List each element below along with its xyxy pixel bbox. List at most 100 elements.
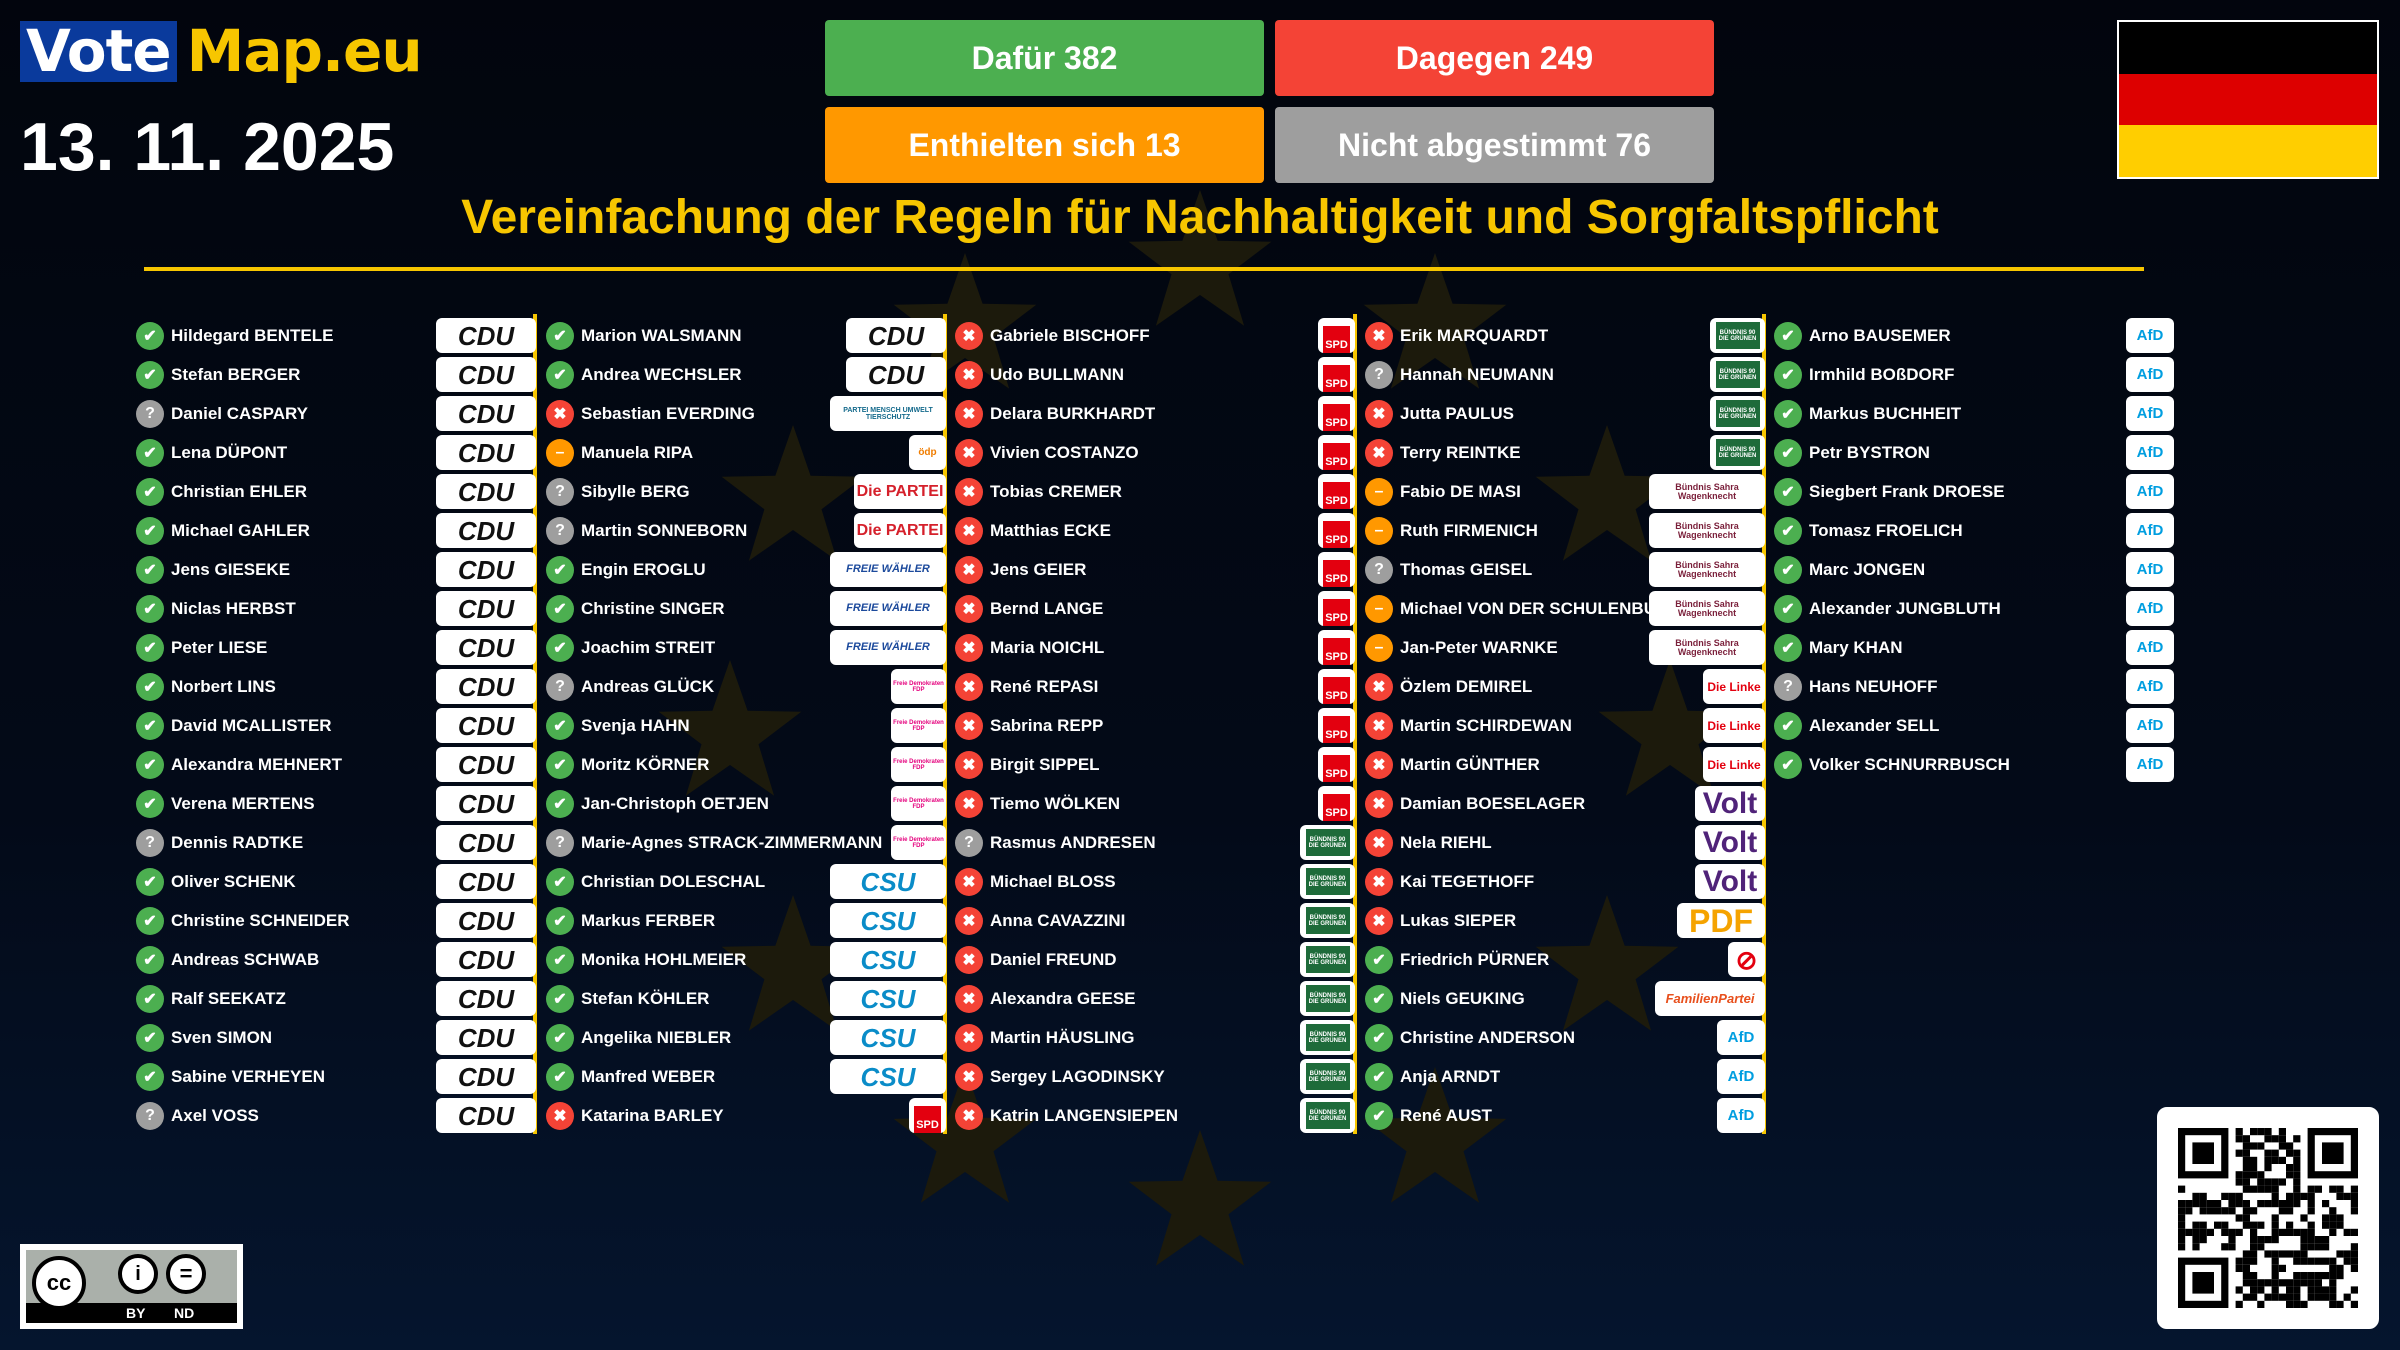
member-row[interactable]: ✔ Verena MERTENS CDU <box>136 784 536 823</box>
member-row[interactable]: ✖ Sebastian EVERDING PARTEI MENSCH UMWELT … <box>546 394 946 433</box>
member-row[interactable]: ? Hans NEUHOFF AfD <box>1774 667 2174 706</box>
member-row[interactable]: ✔ Alexander JUNGBLUTH AfD <box>1774 589 2174 628</box>
member-row[interactable]: – Ruth FIRMENICH Bündnis Sahra Wagenknecht <box>1365 511 1765 550</box>
member-row[interactable]: ✔ Stefan BERGER CDU <box>136 355 536 394</box>
member-row[interactable]: ✔ Marion WALSMANN CDU <box>546 316 946 355</box>
member-row[interactable]: ✖ Kai TEGETHOFF Volt <box>1365 862 1765 901</box>
member-row[interactable]: ✖ Jutta PAULUS BÜNDNIS 90 DIE GRÜNEN <box>1365 394 1765 433</box>
member-row[interactable]: ✖ Matthias ECKE SPD <box>955 511 1355 550</box>
member-row[interactable]: ✖ Delara BURKHARDT SPD <box>955 394 1355 433</box>
member-row[interactable]: ✔ Markus BUCHHEIT AfD <box>1774 394 2174 433</box>
member-row[interactable]: ✔ Angelika NIEBLER CSU <box>546 1018 946 1057</box>
member-row[interactable]: ? Marie-Agnes STRACK-ZIMMERMANN Freie Demo… <box>546 823 946 862</box>
member-row[interactable]: ✖ Martin HÄUSLING BÜNDNIS 90 DIE GRÜNEN <box>955 1018 1355 1057</box>
member-row[interactable]: ✖ Bernd LANGE SPD <box>955 589 1355 628</box>
member-row[interactable]: ✔ Michael GAHLER CDU <box>136 511 536 550</box>
member-row[interactable]: ✖ Lukas SIEPER PDF <box>1365 901 1765 940</box>
member-row[interactable]: ✔ Stefan KÖHLER CSU <box>546 979 946 1018</box>
member-row[interactable]: ✔ Christine SCHNEIDER CDU <box>136 901 536 940</box>
member-row[interactable]: ✖ Gabriele BISCHOFF SPD <box>955 316 1355 355</box>
member-row[interactable]: ✔ Monika HOHLMEIER CSU <box>546 940 946 979</box>
member-row[interactable]: ✔ Peter LIESE CDU <box>136 628 536 667</box>
member-row[interactable]: ✔ Alexandra MEHNERT CDU <box>136 745 536 784</box>
member-row[interactable]: ✔ Sven SIMON CDU <box>136 1018 536 1057</box>
member-row[interactable]: ✖ Maria NOICHL SPD <box>955 628 1355 667</box>
member-row[interactable]: ✖ René REPASI SPD <box>955 667 1355 706</box>
member-row[interactable]: ✔ Christine ANDERSON AfD <box>1365 1018 1765 1057</box>
member-row[interactable]: ✖ Vivien COSTANZO SPD <box>955 433 1355 472</box>
member-row[interactable]: ✖ Katarina BARLEY SPD <box>546 1096 946 1135</box>
member-row[interactable]: ✔ Christine SINGER FREIE WÄHLER <box>546 589 946 628</box>
member-row[interactable]: ✖ Udo BULLMANN SPD <box>955 355 1355 394</box>
member-row[interactable]: ✔ Norbert LINS CDU <box>136 667 536 706</box>
member-row[interactable]: ✔ Volker SCHNURRBUSCH AfD <box>1774 745 2174 784</box>
member-row[interactable]: ✔ Lena DÜPONT CDU <box>136 433 536 472</box>
member-row[interactable]: ✔ Alexander SELL AfD <box>1774 706 2174 745</box>
member-row[interactable]: ✔ Anja ARNDT AfD <box>1365 1057 1765 1096</box>
member-row[interactable]: ✖ Terry REINTKE BÜNDNIS 90 DIE GRÜNEN <box>1365 433 1765 472</box>
member-row[interactable]: ? Hannah NEUMANN BÜNDNIS 90 DIE GRÜNEN <box>1365 355 1765 394</box>
member-row[interactable]: ✔ Oliver SCHENK CDU <box>136 862 536 901</box>
member-row[interactable]: ✔ Ralf SEEKATZ CDU <box>136 979 536 1018</box>
votemap-logo[interactable]: Vote Map.eu <box>20 17 423 85</box>
member-row[interactable]: ✔ Markus FERBER CSU <box>546 901 946 940</box>
member-row[interactable]: ✔ Manfred WEBER CSU <box>546 1057 946 1096</box>
member-row[interactable]: ✔ Jens GIESEKE CDU <box>136 550 536 589</box>
member-row[interactable]: ✖ Martin GÜNTHER Die Linke <box>1365 745 1765 784</box>
member-row[interactable]: ✖ Birgit SIPPEL SPD <box>955 745 1355 784</box>
member-row[interactable]: ✖ Martin SCHIRDEWAN Die Linke <box>1365 706 1765 745</box>
member-row[interactable]: ✔ Niels GEUKING FamilienPartei <box>1365 979 1765 1018</box>
member-row[interactable]: ✖ Michael BLOSS BÜNDNIS 90 DIE GRÜNEN <box>955 862 1355 901</box>
member-row[interactable]: ✔ Siegbert Frank DROESE AfD <box>1774 472 2174 511</box>
member-row[interactable]: ? Martin SONNEBORN Die PARTEI <box>546 511 946 550</box>
member-row[interactable]: ✔ Joachim STREIT FREIE WÄHLER <box>546 628 946 667</box>
member-row[interactable]: ✔ Mary KHAN AfD <box>1774 628 2174 667</box>
member-row[interactable]: ✖ Nela RIEHL Volt <box>1365 823 1765 862</box>
member-row[interactable]: ✔ Friedrich PÜRNER ⊘ <box>1365 940 1765 979</box>
member-row[interactable]: ✖ Jens GEIER SPD <box>955 550 1355 589</box>
member-row[interactable]: ✖ Erik MARQUARDT BÜNDNIS 90 DIE GRÜNEN <box>1365 316 1765 355</box>
member-row[interactable]: ✔ Hildegard BENTELE CDU <box>136 316 536 355</box>
member-row[interactable]: ✔ Petr BYSTRON AfD <box>1774 433 2174 472</box>
member-row[interactable]: ✔ Christian EHLER CDU <box>136 472 536 511</box>
member-row[interactable]: ✔ Andreas SCHWAB CDU <box>136 940 536 979</box>
member-row[interactable]: ✔ Arno BAUSEMER AfD <box>1774 316 2174 355</box>
member-row[interactable]: ✔ Niclas HERBST CDU <box>136 589 536 628</box>
member-row[interactable]: ✖ Özlem DEMIREL Die Linke <box>1365 667 1765 706</box>
member-row[interactable]: ? Daniel CASPARY CDU <box>136 394 536 433</box>
member-row[interactable]: ✖ Anna CAVAZZINI BÜNDNIS 90 DIE GRÜNEN <box>955 901 1355 940</box>
member-row[interactable]: ✔ Svenja HAHN Freie Demokraten FDP <box>546 706 946 745</box>
member-row[interactable]: ? Thomas GEISEL Bündnis Sahra Wagenknecht <box>1365 550 1765 589</box>
member-row[interactable]: ✔ Tomasz FROELICH AfD <box>1774 511 2174 550</box>
member-row[interactable]: ✖ Sergey LAGODINSKY BÜNDNIS 90 DIE GRÜNEN <box>955 1057 1355 1096</box>
member-row[interactable]: – Jan-Peter WARNKE Bündnis Sahra Wagenknec… <box>1365 628 1765 667</box>
member-row[interactable]: ✖ Daniel FREUND BÜNDNIS 90 DIE GRÜNEN <box>955 940 1355 979</box>
member-row[interactable]: ? Axel VOSS CDU <box>136 1096 536 1135</box>
member-row[interactable]: ? Andreas GLÜCK Freie Demokraten FDP <box>546 667 946 706</box>
member-row[interactable]: ✖ Katrin LANGENSIEPEN BÜNDNIS 90 DIE GRÜNE… <box>955 1096 1355 1135</box>
member-row[interactable]: – Michael VON DER SCHULENBU Bündnis Sahra … <box>1365 589 1765 628</box>
member-row[interactable]: ✖ Sabrina REPP SPD <box>955 706 1355 745</box>
member-row[interactable]: ? Sibylle BERG Die PARTEI <box>546 472 946 511</box>
member-row[interactable]: – Manuela RIPA ödp <box>546 433 946 472</box>
member-row[interactable]: ✖ Tiemo WÖLKEN SPD <box>955 784 1355 823</box>
member-row[interactable]: ✔ Engin EROGLU FREIE WÄHLER <box>546 550 946 589</box>
member-row[interactable]: ✔ Andrea WECHSLER CDU <box>546 355 946 394</box>
member-row[interactable]: ✔ Moritz KÖRNER Freie Demokraten FDP <box>546 745 946 784</box>
member-row[interactable]: ✔ David MCALLISTER CDU <box>136 706 536 745</box>
member-row[interactable]: ✖ Damian BOESELAGER Volt <box>1365 784 1765 823</box>
cc-license-badge[interactable]: cc i = BY ND <box>20 1244 243 1329</box>
qr-code[interactable] <box>2157 1107 2379 1329</box>
member-row[interactable]: ? Rasmus ANDRESEN BÜNDNIS 90 DIE GRÜNEN <box>955 823 1355 862</box>
member-row[interactable]: ✔ René AUST AfD <box>1365 1096 1765 1135</box>
member-row[interactable]: ✔ Christian DOLESCHAL CSU <box>546 862 946 901</box>
member-row[interactable]: ✔ Marc JONGEN AfD <box>1774 550 2174 589</box>
member-row[interactable]: ? Dennis RADTKE CDU <box>136 823 536 862</box>
member-row[interactable]: ✔ Jan-Christoph OETJEN Freie Demokraten FD… <box>546 784 946 823</box>
member-row[interactable]: ✔ Irmhild BOßDORF AfD <box>1774 355 2174 394</box>
member-row[interactable]: ✖ Tobias CREMER SPD <box>955 472 1355 511</box>
member-row[interactable]: – Fabio DE MASI Bündnis Sahra Wagenknecht <box>1365 472 1765 511</box>
party-logo-fdp: Freie Demokraten FDP <box>891 786 946 821</box>
member-row[interactable]: ✔ Sabine VERHEYEN CDU <box>136 1057 536 1096</box>
member-row[interactable]: ✖ Alexandra GEESE BÜNDNIS 90 DIE GRÜNEN <box>955 979 1355 1018</box>
